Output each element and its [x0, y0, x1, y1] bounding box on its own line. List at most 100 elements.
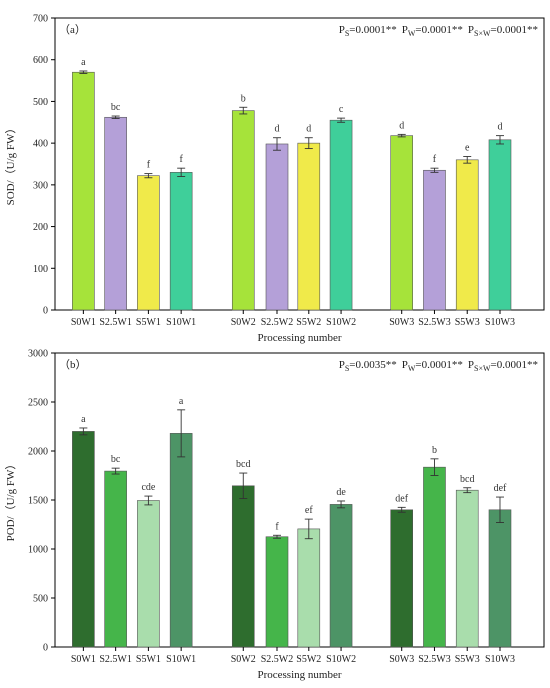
significance-label: d: [497, 122, 502, 133]
significance-label: a: [179, 396, 184, 407]
x-tick-label: S5W3: [455, 654, 480, 665]
bar: [137, 175, 160, 311]
stat-subscript: S×W: [474, 29, 491, 38]
x-tick-label: S10W1: [166, 654, 196, 665]
stat-main: P: [468, 24, 474, 36]
significance-label: f: [147, 160, 151, 171]
y-tick-label: 2500: [28, 398, 48, 409]
y-axis-title: SOD/（U/g FW）: [4, 123, 17, 206]
x-tick-label: S0W3: [389, 654, 414, 665]
stat-subscript: W: [408, 364, 416, 373]
stat-value: =0.0001**: [491, 359, 538, 371]
stat-value: =0.0035**: [349, 359, 396, 371]
panel-label: （a）: [59, 23, 86, 36]
significance-label: a: [81, 57, 86, 68]
stat-main: P: [339, 24, 345, 36]
x-tick-label: S10W3: [485, 654, 515, 665]
significance-label: d: [275, 124, 280, 135]
y-tick-label: 1500: [28, 496, 48, 507]
bar: [297, 528, 321, 648]
y-tick-label: 2000: [28, 447, 48, 458]
x-tick-label: S10W2: [326, 654, 356, 665]
panel-a: 0100200300400500600700aS0W1bcS2.5W1fS5W1…: [4, 14, 545, 344]
significance-label: de: [336, 487, 346, 498]
stat-main: P: [402, 24, 408, 36]
x-tick-label: S10W2: [326, 317, 356, 328]
bar: [104, 116, 127, 311]
significance-label: bcd: [460, 474, 474, 485]
y-tick-label: 1000: [28, 545, 48, 556]
x-tick-label: S2.5W3: [418, 317, 451, 328]
bar: [329, 504, 353, 648]
x-tick-label: S2.5W1: [99, 317, 132, 328]
significance-label: d: [306, 124, 311, 135]
bar: [231, 485, 255, 648]
bar: [329, 119, 353, 311]
bar: [72, 71, 95, 311]
bar: [265, 536, 289, 648]
bar: [231, 110, 255, 311]
significance-label: d: [399, 120, 404, 131]
x-tick-label: S0W3: [389, 317, 414, 328]
x-tick-label: S5W2: [296, 317, 321, 328]
x-tick-label: S2.5W2: [261, 654, 294, 665]
bar: [488, 509, 512, 648]
bar: [455, 159, 479, 311]
significance-label: f: [275, 521, 279, 532]
bar: [390, 509, 414, 648]
y-tick-label: 3000: [28, 349, 48, 360]
bar: [488, 139, 512, 311]
y-tick-label: 200: [33, 222, 48, 233]
significance-label: bcd: [236, 459, 250, 470]
stat-subscript: S: [345, 364, 349, 373]
y-tick-label: 300: [33, 180, 48, 191]
y-tick-label: 100: [33, 264, 48, 275]
bar: [72, 431, 95, 648]
significance-label: cde: [141, 482, 155, 493]
significance-label: b: [432, 445, 437, 456]
bar: [423, 169, 446, 311]
y-tick-label: 500: [33, 97, 48, 108]
significance-label: a: [81, 414, 86, 425]
x-tick-label: S2.5W3: [418, 654, 451, 665]
stat-subscript: S: [345, 29, 349, 38]
x-tick-label: S0W1: [71, 317, 96, 328]
stat-text: PS=0.0001** PW=0.0001** PS×W=0.0001**: [339, 24, 538, 38]
y-tick-label: 500: [33, 594, 48, 605]
bar: [137, 500, 160, 648]
bar: [390, 135, 414, 311]
bar: [104, 470, 127, 648]
panel-label: （b）: [59, 358, 87, 371]
x-tick-label: S5W2: [296, 654, 321, 665]
stat-text: PS=0.0035** PW=0.0001** PS×W=0.0001**: [339, 359, 538, 373]
x-tick-label: S10W1: [166, 317, 196, 328]
significance-label: b: [241, 93, 246, 104]
panel-b: 0 500 1000 1500 2000 2500 3000 a S0W1 bc S2.5W1 cde…: [4, 349, 545, 681]
stat-subscript: W: [408, 29, 416, 38]
bar: [455, 489, 479, 648]
stat-main: P: [468, 359, 474, 371]
y-tick-label: 700: [33, 14, 48, 25]
y-tick-label: 0: [43, 643, 48, 654]
significance-label: e: [465, 142, 470, 153]
stat-value: =0.0001**: [349, 24, 396, 36]
y-tick-label: 600: [33, 55, 48, 66]
bar: [297, 142, 321, 311]
x-tick-label: S10W3: [485, 317, 515, 328]
y-axis-title: POD/（U/g FW）: [4, 459, 17, 542]
bar: [265, 143, 289, 311]
stat-value: =0.0001**: [415, 24, 462, 36]
x-axis-title: Processing number: [257, 669, 341, 681]
x-tick-label: S5W1: [136, 317, 161, 328]
x-tick-label: S2.5W1: [99, 654, 132, 665]
x-tick-label: S5W1: [136, 654, 161, 665]
significance-label: f: [433, 154, 437, 165]
stat-main: P: [339, 359, 345, 371]
stat-value: =0.0001**: [491, 24, 538, 36]
stat-value: =0.0001**: [415, 359, 462, 371]
significance-label: bc: [111, 454, 121, 465]
bar: [169, 433, 193, 648]
bar: [423, 466, 446, 648]
significance-label: ef: [305, 505, 313, 516]
